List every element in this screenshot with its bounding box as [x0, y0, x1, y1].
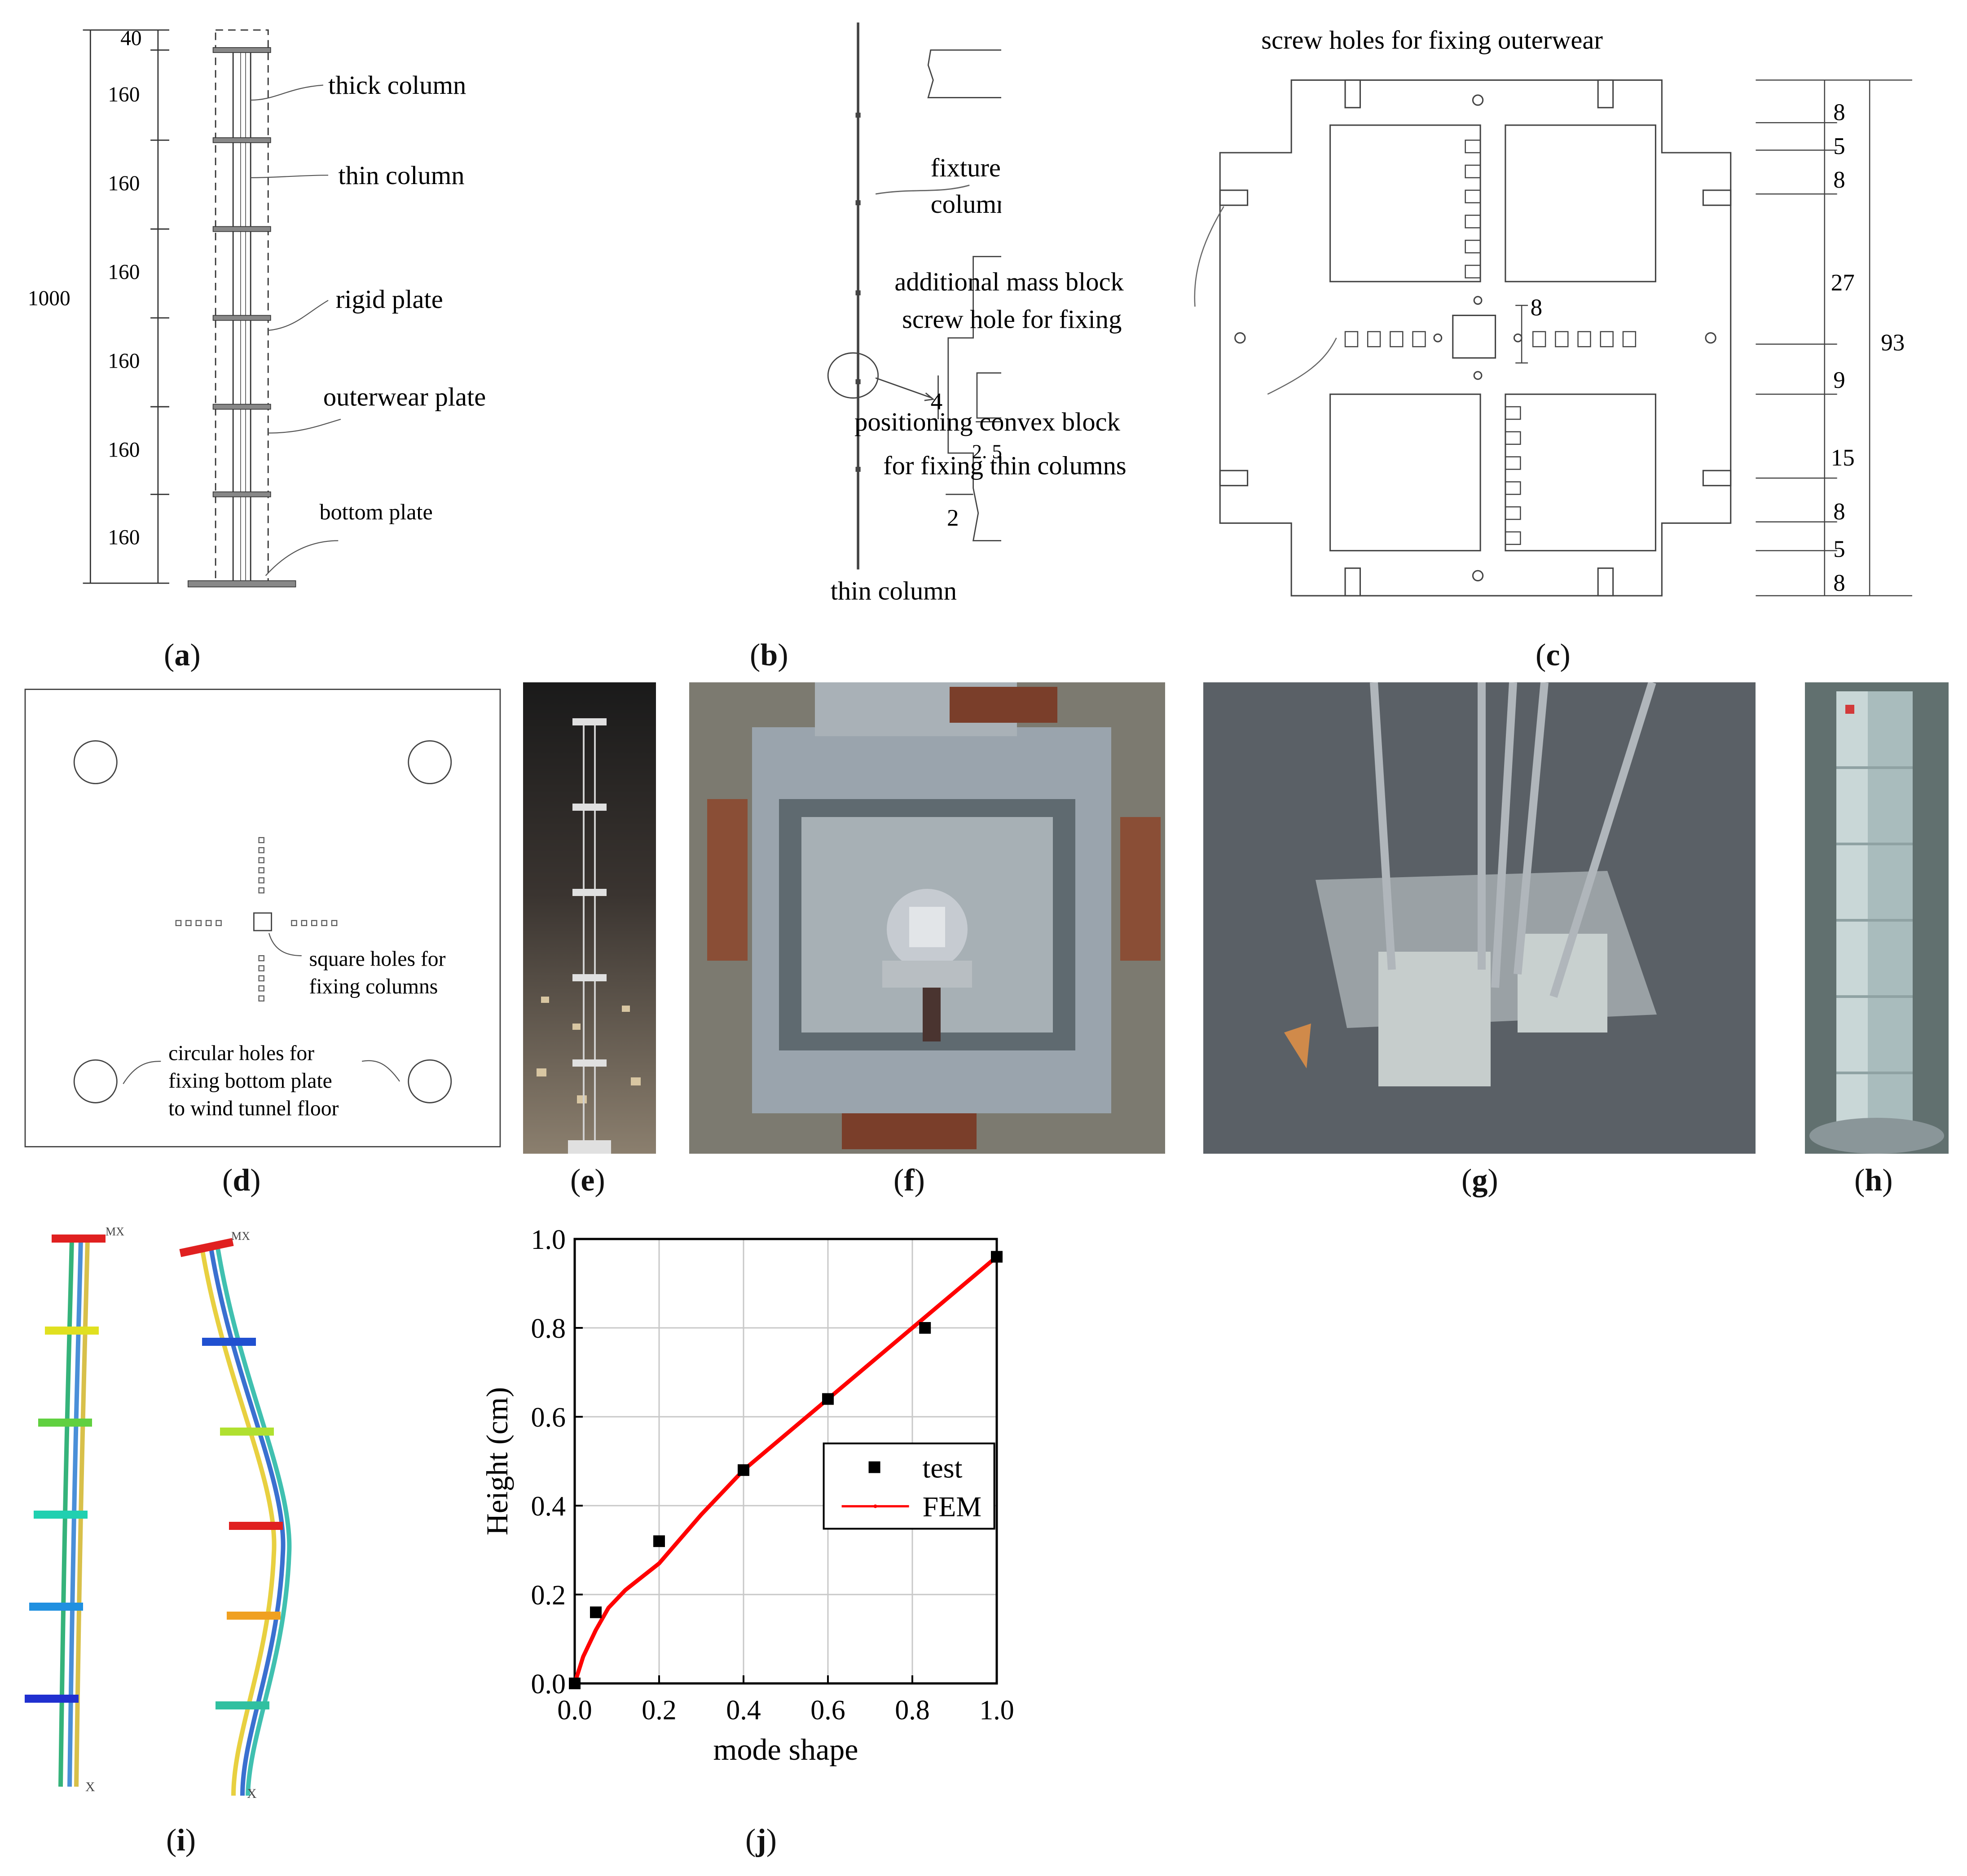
dim-160-4: 160	[108, 350, 140, 373]
test-point	[653, 1535, 665, 1547]
panel-b-drawing: fixture for fixing column to rigid plate…	[827, 22, 1001, 605]
label-mass-line1: additional mass block	[894, 267, 1124, 296]
photo-rigid-plate-top	[689, 682, 1165, 1154]
x-tick-label: 0.0	[557, 1695, 592, 1726]
dim-right-1: 8	[1833, 100, 1845, 126]
y-tick-label: 0.0	[531, 1669, 566, 1700]
test-point	[919, 1322, 931, 1334]
dim-160-2: 160	[108, 172, 140, 195]
x-tick-label: 1.0	[979, 1695, 1014, 1726]
dim-right-3: 8	[1833, 167, 1845, 193]
label-thick-column: thick column	[328, 70, 466, 100]
label-pos-line2: for fixing thin columns	[883, 451, 1126, 480]
test-point	[822, 1393, 834, 1405]
dim-160-1: 160	[108, 83, 140, 106]
legend-test-label: test	[923, 1452, 963, 1484]
dim-1000: 1000	[28, 287, 70, 310]
y-tick-label: 1.0	[531, 1226, 566, 1255]
label-screw-holes: screw holes for fixing outerwear	[1261, 26, 1603, 55]
y-tick-label: 0.4	[531, 1491, 566, 1522]
dim-right-5: 9	[1833, 367, 1845, 393]
x-tick-label: 0.2	[642, 1695, 677, 1726]
legend-fem-label: FEM	[923, 1490, 982, 1522]
dim-160-3: 160	[108, 261, 140, 284]
label-bottom-plate: bottom plate	[320, 499, 433, 524]
caption-h: (h)	[1854, 1163, 1893, 1198]
y-tick-label: 0.6	[531, 1402, 566, 1433]
dim-center-8: 8	[1531, 295, 1542, 321]
x-tick-label: 0.4	[726, 1695, 761, 1726]
dim-right-8: 5	[1833, 536, 1845, 562]
legend-test-marker	[868, 1461, 880, 1473]
dim-4: 4	[931, 389, 942, 415]
label-pos-line1: positioning convex block	[854, 407, 1120, 436]
panel-d-drawing: square holes for fixing columns circular…	[24, 689, 501, 1147]
dim-right-9: 8	[1833, 570, 1845, 596]
dim-40: 40	[120, 26, 141, 50]
legend: test FEM	[823, 1442, 995, 1530]
label-circ-line1: circular holes for	[168, 1041, 314, 1065]
caption-g: (g)	[1461, 1163, 1498, 1198]
caption-f: (f)	[893, 1163, 925, 1198]
dim-160-5: 160	[108, 439, 140, 462]
panel-a-drawing: 40 160 160 160 160 160 160 1000 thick co…	[28, 26, 486, 588]
caption-b: (b)	[750, 638, 788, 672]
label-square-line2: fixing columns	[309, 975, 438, 998]
panel-j-chart: 0.0 0.2 0.4 0.6 0.8 1.0 0.0 0.2 0.4 0.6 0.8 1.0 mod…	[480, 1226, 1014, 1766]
test-point	[738, 1464, 749, 1476]
label-mass-line2: screw hole for fixing	[902, 304, 1122, 334]
label-square-line1: square holes for	[309, 947, 446, 971]
y-tick-label: 0.8	[531, 1314, 566, 1344]
label-fixture-line1: fixture for fixing	[931, 153, 1001, 182]
caption-i: (i)	[166, 1823, 196, 1858]
label-mx-2: MX	[231, 1230, 250, 1243]
caption-c: (c)	[1536, 638, 1571, 672]
label-thin-column: thin column	[338, 161, 464, 190]
y-axis-label: Height (cm)	[480, 1387, 514, 1535]
label-thin-column-b: thin column	[831, 576, 957, 605]
caption-j: (j)	[745, 1823, 777, 1858]
label-rigid-plate: rigid plate	[336, 285, 443, 314]
dim-right-7: 8	[1833, 499, 1845, 525]
label-x-1: X	[85, 1779, 95, 1794]
y-tick-label: 0.2	[531, 1580, 566, 1611]
panel-c-drawing: screw holes for fixing outerwear additio…	[854, 26, 1912, 597]
photo-model-in-tunnel	[523, 682, 656, 1154]
dim-2-5: 2. 5	[972, 440, 1001, 462]
label-circ-line2: fixing bottom plate	[168, 1069, 332, 1093]
x-tick-label: 0.6	[810, 1695, 845, 1726]
dim-total-93: 93	[1881, 330, 1905, 356]
caption-a: (a)	[164, 638, 201, 672]
x-axis-label: mode shape	[713, 1732, 858, 1766]
photo-model-with-outerwear	[1805, 682, 1949, 1154]
label-mx-1: MX	[106, 1225, 124, 1238]
label-circ-line3: to wind tunnel floor	[168, 1097, 339, 1120]
dim-right-2: 5	[1833, 133, 1845, 159]
label-x-2: X	[247, 1786, 257, 1801]
label-outerwear-plate: outerwear plate	[323, 382, 486, 411]
label-fixture-line2: column to rigid plate	[931, 189, 1001, 219]
dim-160-6: 160	[108, 526, 140, 549]
x-tick-label: 0.8	[895, 1695, 930, 1726]
legend-fem-dot	[873, 1504, 877, 1508]
test-point	[991, 1251, 1003, 1263]
dim-right-6: 15	[1831, 445, 1855, 471]
panel-i-fem-mode-shapes: MX MX X X	[25, 1225, 292, 1801]
caption-d: (d)	[222, 1163, 261, 1198]
caption-e: (e)	[570, 1163, 605, 1198]
test-point	[590, 1606, 602, 1618]
test-point	[569, 1678, 581, 1689]
photo-column-base	[1203, 682, 1756, 1154]
dim-2: 2	[947, 505, 959, 531]
series-fem-line	[572, 1255, 998, 1684]
dim-right-4: 27	[1831, 270, 1855, 296]
